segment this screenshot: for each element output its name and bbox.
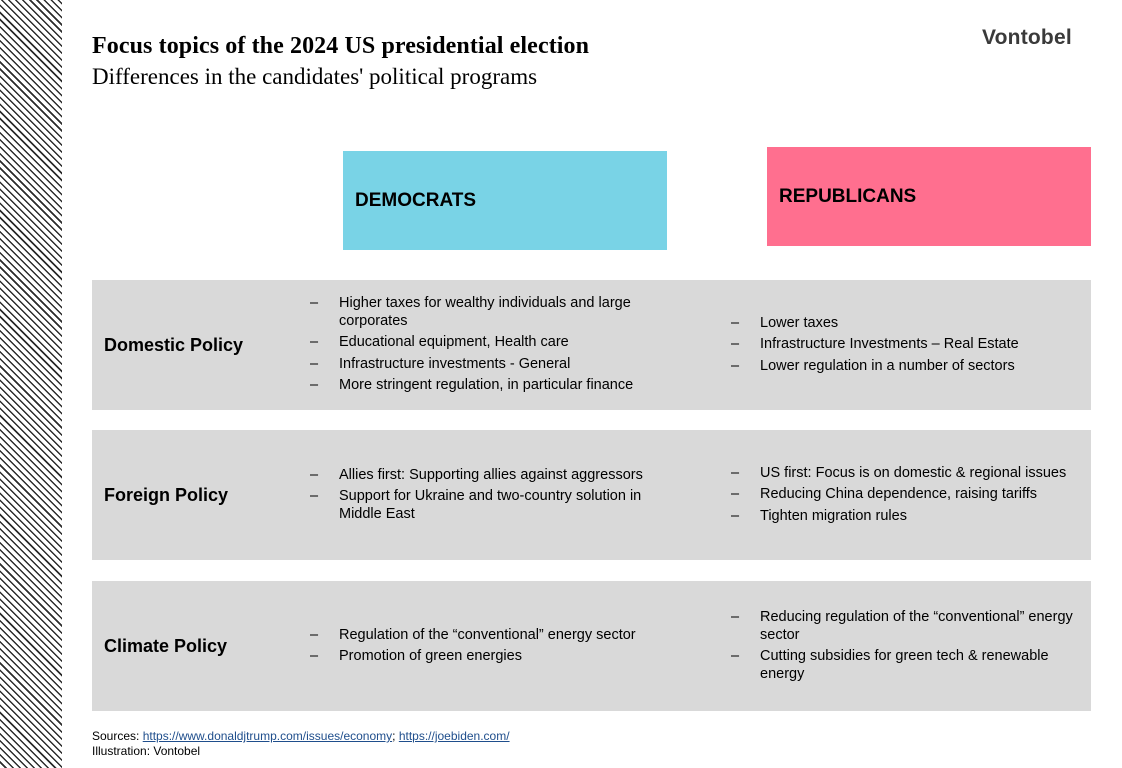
page-title: Focus topics of the 2024 US presidential… [92, 33, 590, 59]
list-item: – Promotion of green energies [310, 648, 522, 664]
row-foreign-policy: Foreign Policy – Allies first: Supporting… [92, 430, 1091, 560]
sources-separator: ; [392, 729, 399, 743]
democrats-header: DEMOCRATS [343, 151, 667, 250]
list-item: – Educational equipment, Health care [310, 334, 569, 351]
democrats-domestic-list: – Higher taxes for wealthy individuals an… [310, 280, 670, 410]
row-climate-policy: Climate Policy – Regulation of the “conve… [92, 581, 1091, 711]
list-item: – Lower regulation in a number of sectors [731, 357, 1015, 374]
decorative-stripes [0, 0, 62, 768]
democrats-climate-list: – Regulation of the “conventional” energy… [310, 581, 670, 711]
list-item: – Infrastructure Investments – Real Estat… [731, 336, 1019, 353]
row-label-foreign-policy: Foreign Policy [104, 484, 229, 505]
row-domestic-policy: Domestic Policy – Higher taxes for wealth… [92, 280, 1091, 410]
list-item: – Lower taxes [731, 314, 839, 331]
list-item: – Higher taxes for wealthy individuals an… [310, 295, 631, 329]
republicans-domestic-list: – Lower taxes – Infrastructure Investments… [731, 280, 1083, 410]
republicans-label: REPUBLICANS [779, 185, 917, 207]
list-item: – More stringent regulation, in particula… [310, 377, 634, 394]
trump-source-link[interactable]: https://www.donaldjtrump.com/issues/econ… [142, 729, 393, 743]
republicans-foreign-list: – US first: Focus is on domestic & region… [731, 430, 1083, 560]
sources-footnote: Sources: https://www.donaldjtrump.com/is… [92, 729, 510, 759]
list-item: – Reducing China dependence, raising tari… [731, 486, 1038, 503]
row-label-domestic-policy: Domestic Policy [104, 334, 244, 355]
list-item: – Cutting subsidies for green tech & rene… [731, 648, 1049, 682]
list-item: – Allies first: Supporting allies against… [310, 466, 643, 483]
republicans-climate-list: – Reducing regulation of the “conventiona… [731, 581, 1083, 711]
list-item: – Infrastructure investments - General [310, 355, 571, 372]
list-item: – US first: Focus is on domestic & region… [731, 464, 1067, 481]
sources-prefix: Sources: [92, 729, 143, 743]
illustration-credit: Illustration: Vontobel [92, 744, 201, 758]
republicans-header: REPUBLICANS [767, 147, 1091, 246]
vontobel-logo: Vontobel [982, 26, 1072, 49]
list-item: – Tighten migration rules [731, 507, 907, 524]
row-label-climate-policy: Climate Policy [104, 635, 228, 656]
list-item: – Support for Ukraine and two-country sol… [310, 488, 642, 522]
page-subtitle: Differences in the candidates' political… [92, 64, 538, 89]
list-item: – Regulation of the “conventional” energy… [310, 626, 636, 643]
list-item: – Reducing regulation of the “conventiona… [731, 609, 1073, 643]
democrats-label: DEMOCRATS [355, 189, 477, 211]
democrats-foreign-list: – Allies first: Supporting allies against… [310, 430, 670, 560]
biden-source-link[interactable]: https://joebiden.com/ [398, 729, 510, 743]
